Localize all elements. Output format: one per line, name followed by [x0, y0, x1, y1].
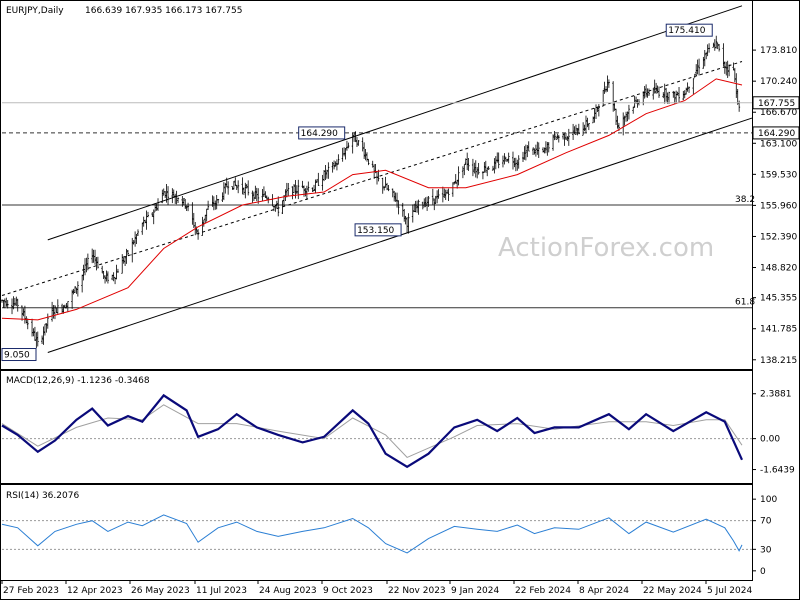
- watermark: ActionForex.com: [498, 233, 714, 263]
- candlesticks: [1, 35, 741, 349]
- price-tick-label: 155.960: [760, 201, 797, 211]
- price-tick-label: 173.810: [760, 46, 797, 56]
- price-tick-label: 148.820: [760, 264, 797, 274]
- macd-tick-label: 2.3881: [760, 390, 792, 400]
- date-tick-label: 24 Aug 2023: [259, 586, 317, 596]
- date-tick-label: 22 May 2024: [643, 586, 702, 596]
- price-panel-frame: [0, 0, 753, 370]
- date-tick-label: 9 Jan 2024: [451, 586, 499, 596]
- level-price-box-label: 164.290: [758, 129, 795, 139]
- date-axis: 27 Feb 2023 12 Apr 2023 26 May 2023 11 Jul …: [1, 580, 752, 596]
- fib-level-label: 38.2: [735, 195, 755, 205]
- date-tick-label: 5 Jul 2024: [707, 586, 752, 596]
- channel-upper-line: [47, 5, 743, 241]
- macd-tick-label: 0.00: [760, 435, 780, 445]
- rsi-label: RSI(14) 36.2076: [6, 491, 79, 501]
- date-tick-label: 22 Feb 2024: [515, 586, 571, 596]
- price-tick-label: 141.785: [760, 325, 797, 335]
- moving-average-line: [1, 78, 743, 321]
- price-axis: 173.810 170.240 166.670 163.100 159.530 155.9…: [752, 46, 797, 366]
- date-tick-label: 12 Apr 2023: [67, 586, 123, 596]
- price-tick-label: 159.530: [760, 170, 797, 180]
- date-tick-label: 22 Nov 2023: [388, 586, 446, 596]
- price-tick-label: 163.100: [760, 139, 797, 149]
- rsi-tick-label: 70: [760, 517, 772, 527]
- rsi-panel: RSI(14) 36.2076 100 70 30 0: [0, 484, 777, 581]
- rsi-tick-label: 0: [760, 567, 766, 577]
- price-tick-label: 138.215: [760, 356, 797, 366]
- annotation-box: [354, 223, 402, 237]
- macd-signal-line: [1, 404, 743, 458]
- price-annotations: 175.410 164.290 153.150 9.050: [1, 23, 713, 362]
- date-tick-label: 9 Oct 2023: [323, 586, 373, 596]
- annotation-label: 9.050: [4, 351, 30, 361]
- rsi-tick-label: 30: [760, 545, 772, 555]
- macd-line: [1, 393, 744, 469]
- price-tick-label: 166.670: [760, 108, 797, 118]
- macd-tick-label: -1.6439: [760, 466, 795, 476]
- current-price-marker: 167.755: [2, 96, 800, 110]
- price-tick-label: 145.355: [760, 294, 797, 304]
- rsi-levels: [2, 520, 752, 550]
- date-tick-label: 27 Feb 2023: [3, 586, 59, 596]
- macd-label: MACD(12,26,9) -1.1236 -0.3468: [6, 376, 150, 386]
- level-price-box: [752, 126, 800, 140]
- rsi-axis: 100 70 30 0: [752, 495, 777, 577]
- fib-level-label: 61.8: [735, 298, 755, 308]
- current-price-label: 167.755: [758, 99, 795, 109]
- date-tick-label: 26 May 2023: [131, 586, 190, 596]
- annotation-label: 153.150: [357, 226, 394, 236]
- macd-panel: MACD(12,26,9) -1.1236 -0.3468 2.3881 0.00…: [0, 370, 795, 484]
- ohlc-header: 166.639 167.935 166.173 167.755: [85, 6, 242, 16]
- current-price-box: [752, 96, 800, 110]
- annotation-label: 175.410: [668, 26, 705, 36]
- symbol-header: EURJPY,Daily: [6, 6, 64, 16]
- macd-panel-frame: [0, 370, 753, 484]
- rsi-line: [1, 514, 743, 554]
- date-tick-label: 11 Jul 2023: [196, 586, 247, 596]
- price-tick-label: 170.240: [760, 77, 797, 87]
- rsi-tick-label: 100: [760, 495, 777, 505]
- annotation-box: [298, 126, 346, 140]
- macd-axis: 2.3881 0.00 -1.6439: [752, 390, 795, 476]
- annotation-box: [665, 23, 713, 37]
- date-tick-label: 8 Apr 2024: [579, 586, 629, 596]
- rsi-panel-frame: [0, 484, 753, 581]
- horizontal-levels: 38.2 61.8 164.290: [2, 126, 800, 309]
- price-tick-label: 152.390: [760, 232, 797, 242]
- annotation-label: 164.290: [301, 129, 338, 139]
- annotation-box: [1, 348, 37, 362]
